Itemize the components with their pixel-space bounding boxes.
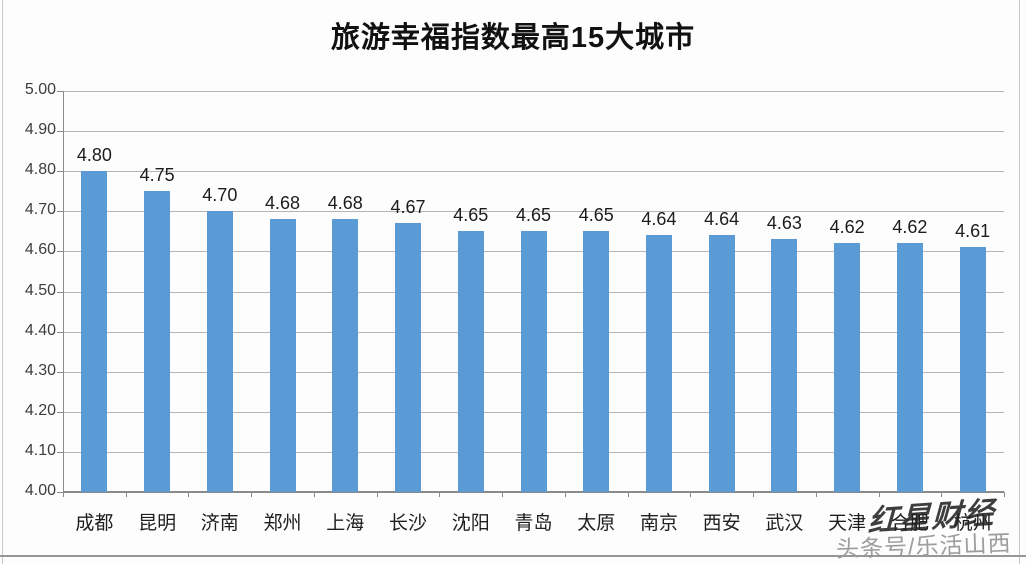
y-axis-tick-label: 4.40 (24, 321, 56, 339)
y-axis-tick (57, 91, 63, 92)
gridline (63, 211, 1004, 213)
bar-value-label: 4.65 (578, 205, 614, 226)
y-axis-tick (57, 131, 63, 133)
x-axis-tick (188, 492, 190, 497)
x-axis-category-label: 太原 (577, 513, 616, 534)
bar-value-label: 4.68 (327, 193, 363, 214)
y-axis-tick (57, 451, 63, 453)
image-border-right (1019, 0, 1020, 564)
bar (896, 243, 923, 492)
gridline (63, 171, 1004, 173)
bar (583, 231, 610, 492)
x-axis-category-label: 沈阳 (451, 513, 490, 534)
bar (395, 223, 422, 492)
bar-value-label: 4.62 (892, 217, 928, 238)
bar (269, 219, 296, 492)
bar (771, 239, 798, 492)
bar-value-label: 4.70 (202, 185, 238, 206)
x-axis-category-label: 青岛 (514, 513, 553, 534)
bar-value-label: 4.65 (515, 205, 552, 226)
x-axis-tick (439, 492, 441, 497)
y-axis-tick (57, 371, 63, 373)
bar (708, 235, 735, 492)
x-axis-tick (878, 492, 880, 497)
bar-value-label: 4.64 (704, 209, 740, 230)
y-axis-tick (57, 492, 63, 493)
bar (144, 191, 171, 492)
x-axis-tick (63, 492, 64, 497)
x-axis-tick (1004, 492, 1005, 497)
x-axis-category-label: 上海 (326, 513, 365, 534)
y-axis-tick-label: 4.10 (24, 441, 56, 459)
bar (332, 219, 359, 492)
x-axis-tick (690, 492, 692, 497)
y-axis-tick-label: 5.00 (24, 81, 56, 98)
bar (206, 211, 233, 492)
y-axis-tick (57, 291, 63, 293)
bar (520, 231, 547, 492)
x-axis-tick (251, 492, 253, 497)
chart-title: 旅游幸福指数最高15大城市 (330, 22, 696, 54)
bar-value-label: 4.68 (265, 193, 301, 214)
x-axis-category-label: 成都 (75, 513, 114, 534)
x-axis-tick (125, 492, 127, 497)
y-axis-tick (57, 331, 63, 333)
x-axis-category-label: 合肥 (890, 513, 929, 534)
x-axis-tick (564, 492, 566, 497)
x-axis-category-label: 南京 (639, 513, 678, 534)
watermark-light: 头条号/乐活山西 (835, 529, 1012, 563)
gridline (63, 91, 1004, 92)
image-border-left (2, 0, 3, 564)
y-axis-tick-label: 4.30 (24, 361, 56, 379)
bar-value-label: 4.62 (829, 217, 865, 238)
image-border-bottom (0, 555, 1026, 557)
x-axis-tick (313, 492, 315, 497)
bar-value-label: 4.64 (641, 209, 677, 230)
y-axis-tick (57, 211, 63, 213)
bar (645, 235, 672, 492)
y-axis-tick-label: 4.60 (24, 241, 56, 259)
bar-value-label: 4.63 (766, 213, 802, 234)
x-axis-tick (815, 492, 817, 497)
x-axis-category-label: 济南 (200, 513, 239, 534)
y-axis-line (63, 91, 64, 497)
x-axis-category-label: 昆明 (138, 513, 177, 534)
y-axis-tick (57, 411, 63, 413)
bar-value-label: 4.65 (453, 205, 489, 226)
y-axis-tick-label: 4.50 (24, 281, 56, 299)
x-axis-tick (627, 492, 629, 497)
bar (81, 171, 108, 492)
y-axis-tick (57, 171, 63, 173)
y-axis-tick-label: 4.80 (24, 161, 56, 179)
x-axis-line (63, 491, 1004, 493)
x-axis-tick (376, 492, 378, 497)
x-axis-category-label: 长沙 (389, 513, 428, 534)
bar-value-label: 4.80 (76, 145, 112, 166)
y-axis-tick-label: 4.00 (24, 482, 56, 499)
bar-value-label: 4.61 (955, 221, 991, 242)
x-axis-category-label: 郑州 (263, 513, 302, 534)
bar (457, 231, 484, 492)
bar (959, 247, 986, 492)
y-axis-tick-label: 4.20 (24, 401, 56, 419)
bar-value-label: 4.75 (139, 165, 175, 186)
x-axis-tick (502, 492, 504, 497)
x-axis-category-label: 杭州 (953, 513, 992, 534)
y-axis-tick-label: 4.70 (24, 201, 56, 219)
x-axis-tick (753, 492, 755, 497)
x-axis-category-label: 天津 (828, 513, 867, 534)
y-axis-tick (57, 251, 63, 253)
bar (834, 243, 861, 492)
x-axis-category-label: 武汉 (765, 513, 804, 534)
bar-value-label: 4.67 (390, 197, 426, 218)
gridline (63, 131, 1004, 133)
x-axis-category-label: 西安 (702, 513, 741, 534)
x-axis-tick (941, 492, 943, 497)
y-axis-tick-label: 4.90 (24, 121, 56, 139)
